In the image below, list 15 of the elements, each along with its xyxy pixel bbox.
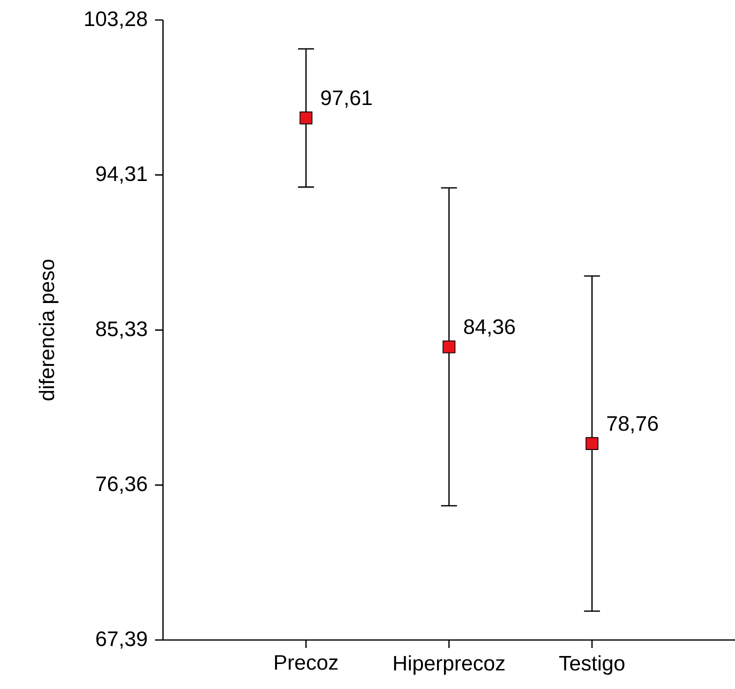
y-tick-label: 94,31	[96, 166, 147, 184]
y-tick-label: 85,33	[96, 321, 147, 339]
point	[442, 340, 456, 354]
x-tick-label: Precoz	[275, 655, 338, 670]
point	[300, 112, 312, 124]
y-axis-title: diferencia peso	[38, 260, 58, 400]
y-tick-label: 67,39	[96, 631, 147, 649]
x-tick-label: Testigo	[559, 655, 624, 675]
data-label: 84,36	[464, 319, 515, 337]
y-tick-label: 103,28	[85, 11, 147, 29]
x-tick-label: Hiperprecoz	[394, 655, 505, 675]
point	[586, 437, 598, 450]
data-label: 97,61	[321, 90, 372, 108]
y-tick-label: 76,36	[96, 476, 147, 494]
data-label: 78,76	[607, 416, 658, 434]
